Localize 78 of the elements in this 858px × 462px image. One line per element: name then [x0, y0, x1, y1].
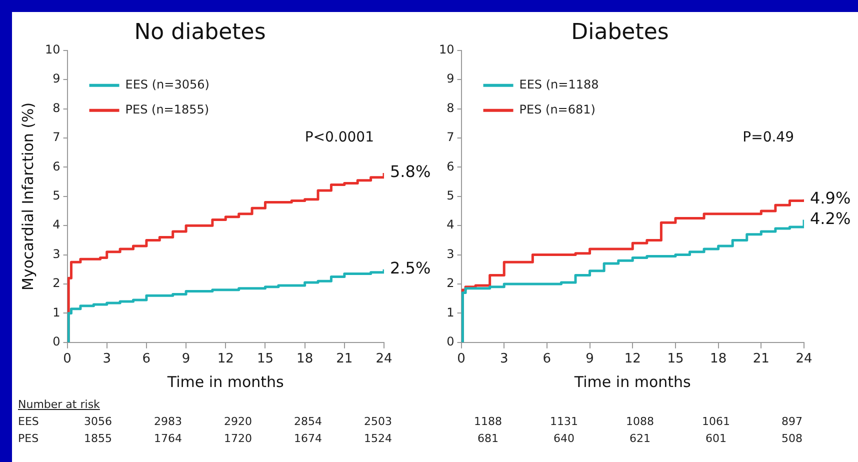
x-tick-label: 24: [376, 352, 392, 367]
text: 640: [552, 431, 576, 447]
x-tick-label: 0: [63, 352, 72, 367]
legend-label: PES (n=681): [519, 102, 596, 117]
y-tick-label: 7: [52, 130, 60, 144]
y-tick-label: 7: [446, 130, 454, 144]
x-tick-label: 21: [336, 352, 353, 367]
text: 1720: [223, 431, 253, 447]
x-tick-label: 18: [296, 352, 314, 367]
text: 897: [780, 414, 804, 430]
text: 1188: [473, 414, 503, 430]
y-tick-label: 4: [446, 218, 454, 232]
x-tick-label: 9: [586, 352, 594, 367]
text: 1061: [701, 414, 731, 430]
text: 508: [780, 431, 804, 447]
text: EES: [18, 414, 40, 430]
y-tick-label: 8: [52, 100, 60, 115]
data-label: 2.5%: [390, 258, 431, 278]
text: PES: [18, 431, 40, 447]
y-tick-label: 2: [446, 276, 454, 290]
y-tick-label: 5: [52, 188, 60, 203]
data-label: 4.9%: [810, 188, 851, 208]
chart-title: No diabetes: [134, 20, 266, 45]
text: 1855: [83, 431, 113, 447]
x-tick-label: 6: [542, 352, 552, 367]
text: 1524: [363, 431, 393, 447]
y-tick-label: 9: [446, 72, 454, 86]
annotation: P=0.49: [742, 130, 794, 146]
legend-label: PES (n=1855): [125, 102, 210, 117]
x-tick-label: 3: [102, 352, 111, 367]
x-tick-label: 21: [752, 352, 770, 367]
y-tick-label: 10: [438, 42, 454, 57]
y-tick-label: 2: [52, 276, 60, 290]
x-tick-label: 24: [796, 352, 812, 367]
y-tick-label: 5: [446, 188, 454, 203]
y-tick-label: 10: [44, 42, 60, 57]
text: 2854: [293, 414, 323, 430]
y-tick-label: 9: [52, 72, 60, 86]
x-tick-label: 0: [457, 352, 466, 367]
legend-label: EES (n=3056): [125, 78, 210, 92]
text: 601: [704, 431, 728, 447]
data-label: 5.8%: [390, 162, 431, 182]
y-tick-label: 1: [446, 305, 454, 320]
y-tick-label: 3: [446, 246, 454, 261]
y-axis-title: Myocardial Infarction (%): [18, 102, 37, 290]
text: 2503: [363, 414, 393, 430]
y-tick-label: 4: [52, 218, 60, 232]
text: 2983: [153, 414, 183, 430]
y-tick-label: 8: [446, 100, 454, 115]
x-tick-label: 3: [500, 352, 508, 367]
chart-title: Diabetes: [571, 20, 669, 45]
x-tick-label: 15: [256, 352, 274, 367]
x-tick-label: 18: [710, 352, 727, 367]
text: 1088: [625, 414, 655, 430]
data-label: 4.2%: [810, 208, 851, 228]
text: Number at risk: [18, 397, 101, 413]
legend-label: EES (n=1188: [519, 78, 599, 92]
y-tick-label: 1: [52, 305, 60, 320]
text: 3056: [83, 414, 113, 430]
y-tick-label: 6: [52, 159, 60, 174]
y-tick-label: 0: [446, 334, 454, 349]
text: 2920: [223, 414, 253, 430]
x-tick-label: 12: [624, 352, 641, 367]
x-tick-label: 12: [217, 352, 234, 367]
y-tick-label: 6: [446, 159, 454, 174]
x-axis-title: Time in months: [166, 372, 284, 391]
x-tick-label: 6: [142, 352, 151, 367]
y-tick-label: 3: [52, 246, 60, 261]
annotation: P<0.0001: [304, 130, 374, 146]
x-tick-label: 15: [667, 352, 684, 367]
text: 1764: [153, 431, 183, 447]
text: 621: [628, 431, 652, 447]
text: 1674: [293, 431, 323, 447]
x-axis-title: Time in months: [573, 372, 692, 391]
y-tick-label: 0: [52, 334, 60, 349]
text: 1131: [549, 414, 579, 430]
x-tick-label: 9: [182, 352, 190, 367]
text: 681: [476, 431, 500, 447]
